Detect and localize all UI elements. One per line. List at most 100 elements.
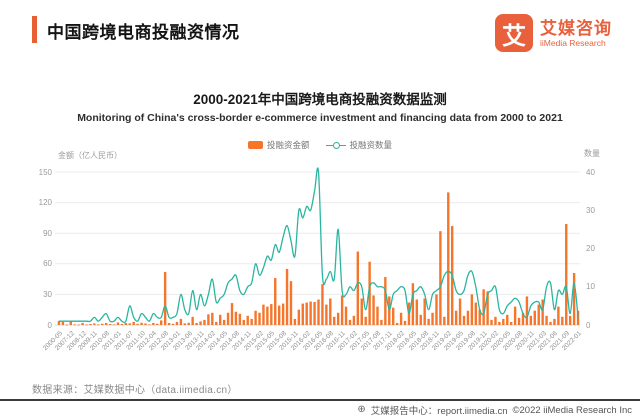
report-center-link[interactable]: 艾媒报告中心：report.iimedia.cn xyxy=(370,406,508,416)
bar xyxy=(325,304,328,325)
bar xyxy=(474,302,477,325)
bar xyxy=(97,324,100,326)
bar xyxy=(104,322,108,325)
bar xyxy=(506,314,509,325)
legend-line-ring-icon xyxy=(332,142,340,149)
bar xyxy=(183,323,187,325)
bar xyxy=(431,312,434,325)
bar xyxy=(246,315,249,325)
bar xyxy=(277,305,281,325)
axis-tick-label: 60 xyxy=(43,259,52,269)
bar xyxy=(340,295,344,325)
bar xyxy=(274,278,277,325)
bar xyxy=(572,272,576,325)
bar xyxy=(549,321,552,325)
bar xyxy=(482,289,485,325)
bar xyxy=(222,319,226,325)
bar xyxy=(112,324,116,326)
bar xyxy=(93,323,96,325)
bar xyxy=(73,324,76,326)
bar xyxy=(136,323,139,325)
bar xyxy=(69,320,72,325)
axis-tick-label: 40 xyxy=(586,167,595,177)
bar xyxy=(478,309,481,325)
bar xyxy=(458,298,462,325)
bar xyxy=(494,316,497,325)
bar xyxy=(454,310,458,325)
bar xyxy=(128,323,131,325)
bar xyxy=(545,315,548,325)
bar xyxy=(65,324,69,326)
bar xyxy=(238,313,242,325)
bar xyxy=(380,319,383,325)
data-source-note: 数据来源：艾媒数据中心（data.iimedia.cn） xyxy=(32,385,238,396)
bar xyxy=(411,283,415,325)
bar xyxy=(167,322,171,325)
bar xyxy=(513,306,517,325)
bar xyxy=(490,319,493,325)
legend-label-count: 投融资数量 xyxy=(349,140,393,150)
bar xyxy=(85,324,88,326)
bar xyxy=(195,322,198,325)
chart-subtitle: Monitoring of China's cross-border e-com… xyxy=(77,112,563,124)
bar xyxy=(419,314,422,325)
bar xyxy=(203,319,206,325)
bar xyxy=(187,322,190,325)
bar xyxy=(435,294,438,325)
bar xyxy=(537,304,540,325)
bar xyxy=(395,322,399,325)
bar xyxy=(553,318,556,325)
bar xyxy=(199,321,202,325)
bar xyxy=(132,321,135,325)
footer-divider xyxy=(0,399,640,401)
bar xyxy=(517,317,521,325)
bar xyxy=(242,319,245,325)
bar xyxy=(321,284,324,325)
bar xyxy=(163,271,167,325)
bar xyxy=(254,310,257,325)
bar xyxy=(317,299,320,325)
bar xyxy=(191,316,194,325)
bar xyxy=(179,318,183,325)
bar xyxy=(285,268,289,325)
bar xyxy=(356,251,360,325)
bar xyxy=(509,321,513,325)
left-axis-unit: 金额（亿人民币） xyxy=(58,151,122,160)
legend-line-swatch xyxy=(325,141,346,149)
bar xyxy=(218,314,222,325)
legend-item-count: 投融资数量 xyxy=(325,139,393,151)
bar xyxy=(156,323,159,325)
page-title: 中国跨境电商投融资情况 xyxy=(47,23,240,42)
bar xyxy=(57,320,61,325)
bar xyxy=(376,306,379,325)
bar xyxy=(525,296,529,325)
bar xyxy=(576,310,580,325)
bar xyxy=(258,312,261,325)
logo-name-cn: 艾媒咨询 xyxy=(540,18,612,38)
bar xyxy=(333,316,336,325)
right-axis-unit: 数量 xyxy=(584,149,600,158)
bar xyxy=(230,303,234,325)
bar xyxy=(124,322,128,325)
bar xyxy=(443,316,446,325)
bar xyxy=(207,314,210,325)
bar xyxy=(415,299,419,325)
bar xyxy=(81,322,84,325)
logo-text: 艾媒咨询 iiMedia Research xyxy=(540,19,612,48)
bar xyxy=(309,301,312,325)
count-line xyxy=(58,167,579,324)
bar xyxy=(403,320,407,325)
bar xyxy=(297,309,301,325)
bar xyxy=(270,304,273,325)
bar xyxy=(101,323,104,325)
axis-tick-label: 0 xyxy=(47,320,52,330)
bar xyxy=(77,324,80,326)
bar xyxy=(439,231,442,325)
bar xyxy=(368,261,371,325)
bar xyxy=(148,324,151,326)
bar xyxy=(568,315,572,325)
bar xyxy=(140,322,143,325)
plot-area xyxy=(55,167,580,326)
bar xyxy=(305,302,308,325)
